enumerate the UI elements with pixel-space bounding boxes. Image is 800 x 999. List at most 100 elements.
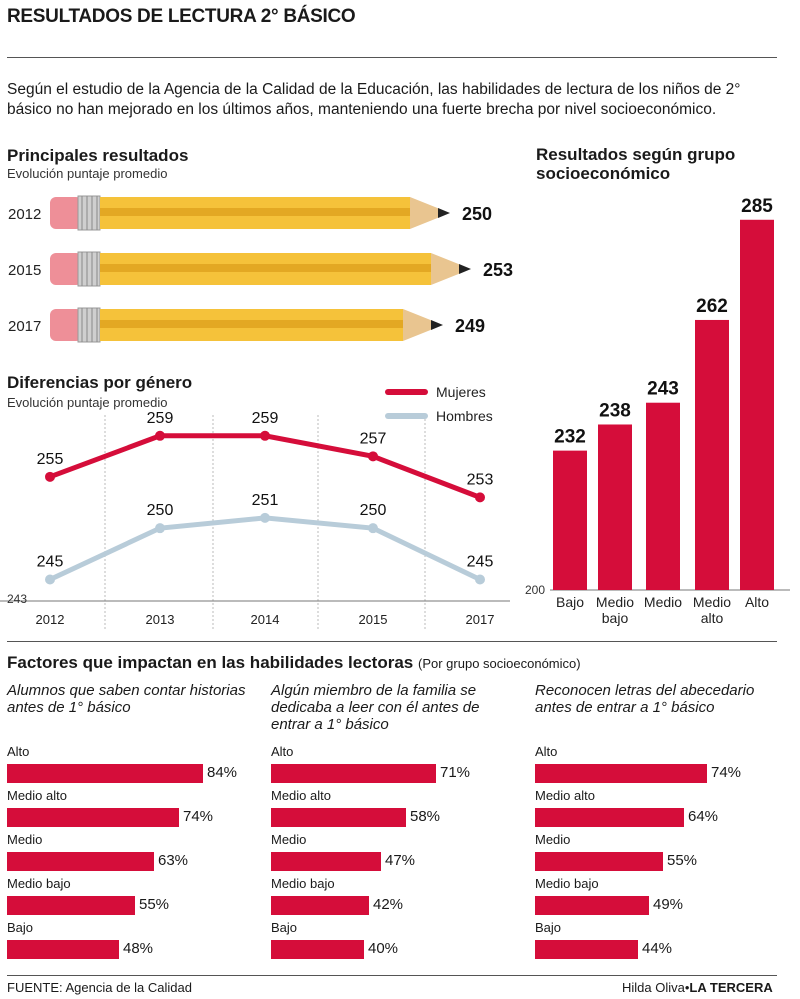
pencil-chart: 2012 250 2015 253 2017 249 <box>8 195 513 343</box>
factor-bar <box>7 896 135 915</box>
pencil-bar: 2017 249 <box>8 307 485 343</box>
socio-value-label: 232 <box>554 427 586 448</box>
data-label: 259 <box>147 410 174 427</box>
factor-bar <box>535 764 707 783</box>
data-label: 259 <box>252 410 279 427</box>
pencil-chart-title: Principales resultados <box>7 146 189 165</box>
socio-chart: 200232Bajo238Mediobajo243Medio262Medioal… <box>525 196 790 626</box>
pencil-body-stripe <box>100 208 410 216</box>
pencil-value-label: 253 <box>483 260 513 280</box>
factor-value-label: 74% <box>183 808 214 825</box>
data-point <box>45 574 55 585</box>
factor-value-label: 55% <box>139 896 170 913</box>
data-label: 245 <box>37 553 64 570</box>
factor-value-label: 55% <box>667 852 698 869</box>
socio-value-label: 285 <box>741 196 773 217</box>
pencil-year-label: 2012 <box>8 206 41 223</box>
socio-bar <box>695 319 729 590</box>
data-point <box>260 512 270 523</box>
factor-bar <box>535 808 684 827</box>
pencil-lead <box>438 208 450 218</box>
factor-category-label: Medio alto <box>535 788 595 803</box>
data-label: 253 <box>467 471 494 488</box>
factor-category-label: Alto <box>7 744 30 759</box>
socio-bar <box>598 424 632 590</box>
socio-baseline-label: 200 <box>525 583 545 597</box>
pencil-value-label: 249 <box>455 316 485 336</box>
factor-bar <box>7 808 179 827</box>
factor-bar <box>271 764 436 783</box>
socio-value-label: 243 <box>647 379 679 400</box>
gender-chart-subtitle: Evolución puntaje promedio <box>7 395 168 410</box>
factor-bar <box>271 940 364 959</box>
pencil-wood <box>431 253 461 285</box>
data-point <box>45 471 55 482</box>
footer-source: FUENTE: Agencia de la Calidad <box>7 980 192 995</box>
factor-value-label: 84% <box>207 764 238 781</box>
x-tick-label: 2014 <box>251 612 280 627</box>
factor-title: Algún miembro de la familia se dedicaba … <box>271 682 480 733</box>
factor-bar <box>535 896 649 915</box>
pencil-eraser <box>50 253 82 285</box>
pencil-chart-subtitle: Evolución puntaje promedio <box>7 166 168 181</box>
factor-bar <box>535 940 638 959</box>
factor-bar <box>271 852 381 871</box>
socio-category-label: alto <box>701 610 724 626</box>
pencil-lead <box>431 320 443 330</box>
factor-value-label: 40% <box>368 940 399 957</box>
factor-category-label: Medio <box>271 832 307 847</box>
socio-bar <box>553 450 587 590</box>
pencil-wood <box>410 197 440 229</box>
data-label: 250 <box>360 502 387 519</box>
data-label: 245 <box>467 553 494 570</box>
factor-value-label: 64% <box>688 808 719 825</box>
factor-bar <box>271 896 369 915</box>
factor-value-label: 42% <box>373 896 404 913</box>
factor-bar <box>7 940 119 959</box>
x-tick-label: 2015 <box>359 612 388 627</box>
pencil-year-label: 2015 <box>8 262 41 279</box>
socio-chart-title: Resultados según grupo socioeconómico <box>536 145 736 183</box>
pencil-lead <box>459 264 471 274</box>
data-label: 250 <box>147 502 174 519</box>
factor-category-label: Medio bajo <box>271 876 335 891</box>
footer-author: Hilda Oliva <box>622 980 685 995</box>
series-line <box>49 433 481 500</box>
pencil-wood <box>403 309 433 341</box>
socio-category-label: Alto <box>745 594 769 610</box>
pencil-eraser <box>50 309 82 341</box>
x-tick-label: 2013 <box>146 612 175 627</box>
data-point <box>155 523 165 534</box>
pencil-body-stripe <box>100 320 403 328</box>
factor-category-label: Medio alto <box>271 788 331 803</box>
pencil-bar: 2012 250 <box>8 195 492 231</box>
pencil-value-label: 250 <box>462 204 492 224</box>
factor-title: Reconocen letras del abecedario antes de… <box>535 682 755 716</box>
data-point <box>475 492 485 503</box>
data-label: 251 <box>252 492 279 509</box>
footer-brand: LA TERCERA <box>689 980 773 995</box>
pencil-year-label: 2017 <box>8 318 41 335</box>
factor-category-label: Medio <box>535 832 571 847</box>
factor-category-label: Medio bajo <box>7 876 71 891</box>
factor-value-label: 49% <box>653 896 684 913</box>
factors-section-heading: Factores que impactan en las habilidades… <box>7 653 414 672</box>
page-title: RESULTADOS DE LECTURA 2° BÁSICO <box>7 6 356 27</box>
pencil-eraser <box>50 197 82 229</box>
data-point <box>155 430 165 441</box>
factor-value-label: 58% <box>410 808 441 825</box>
pencil-body-stripe <box>100 264 431 272</box>
gender-chart: 243 2012 2013 2014 2015 2017 255 259 259 257 253 Mu… <box>0 384 510 630</box>
factor-category-label: Alto <box>271 744 294 759</box>
factor-bar <box>271 808 406 827</box>
factor-value-label: 44% <box>642 940 673 957</box>
pencil-bar: 2015 253 <box>8 251 513 287</box>
socio-category-label: bajo <box>602 610 629 626</box>
data-label: 255 <box>37 451 64 468</box>
section-divider <box>7 641 777 642</box>
x-tick-label: 2017 <box>466 612 495 627</box>
factor-value-label: 48% <box>123 940 154 957</box>
title-divider <box>7 57 777 58</box>
data-label: 257 <box>360 430 387 447</box>
gender-chart-title: Diferencias por género <box>7 373 193 392</box>
